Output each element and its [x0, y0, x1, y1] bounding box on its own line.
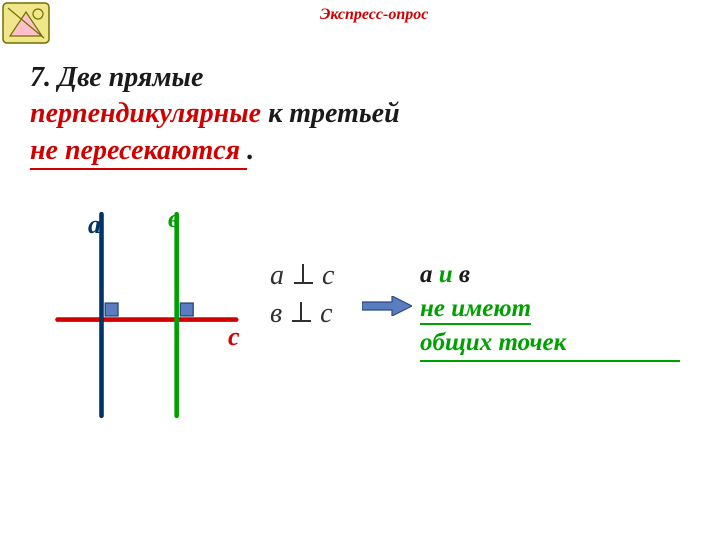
slide-logo-icon — [2, 2, 50, 44]
math-row-2: в с — [270, 298, 334, 330]
implies-arrow-icon — [362, 296, 412, 316]
perpendicular-diagram — [30, 195, 250, 435]
label-a: а — [88, 210, 101, 240]
perp-symbol-icon — [289, 304, 313, 324]
header-title: Экспресс-опрос — [320, 6, 428, 24]
label-c: с — [228, 322, 240, 352]
conclusion-text: а и в не имеют общих точек — [420, 258, 700, 362]
right-angle-mark-b — [180, 303, 193, 316]
statement-suffix: . — [247, 135, 254, 166]
math-row-1: а с — [270, 260, 334, 292]
perpendicular-notation: а с в с — [270, 260, 334, 336]
statement-prefix: 7. Две прямые — [30, 62, 203, 93]
right-angle-mark-a — [105, 303, 118, 316]
statement-blank: не пересекаются — [30, 135, 247, 170]
perp-symbol-icon — [291, 266, 315, 286]
label-b: в — [168, 204, 180, 234]
statement-mid: к третьей — [261, 98, 400, 129]
question-statement: 7. Две прямые перпендикулярные к третьей… — [30, 60, 660, 169]
statement-red: перпендикулярные — [30, 98, 261, 129]
